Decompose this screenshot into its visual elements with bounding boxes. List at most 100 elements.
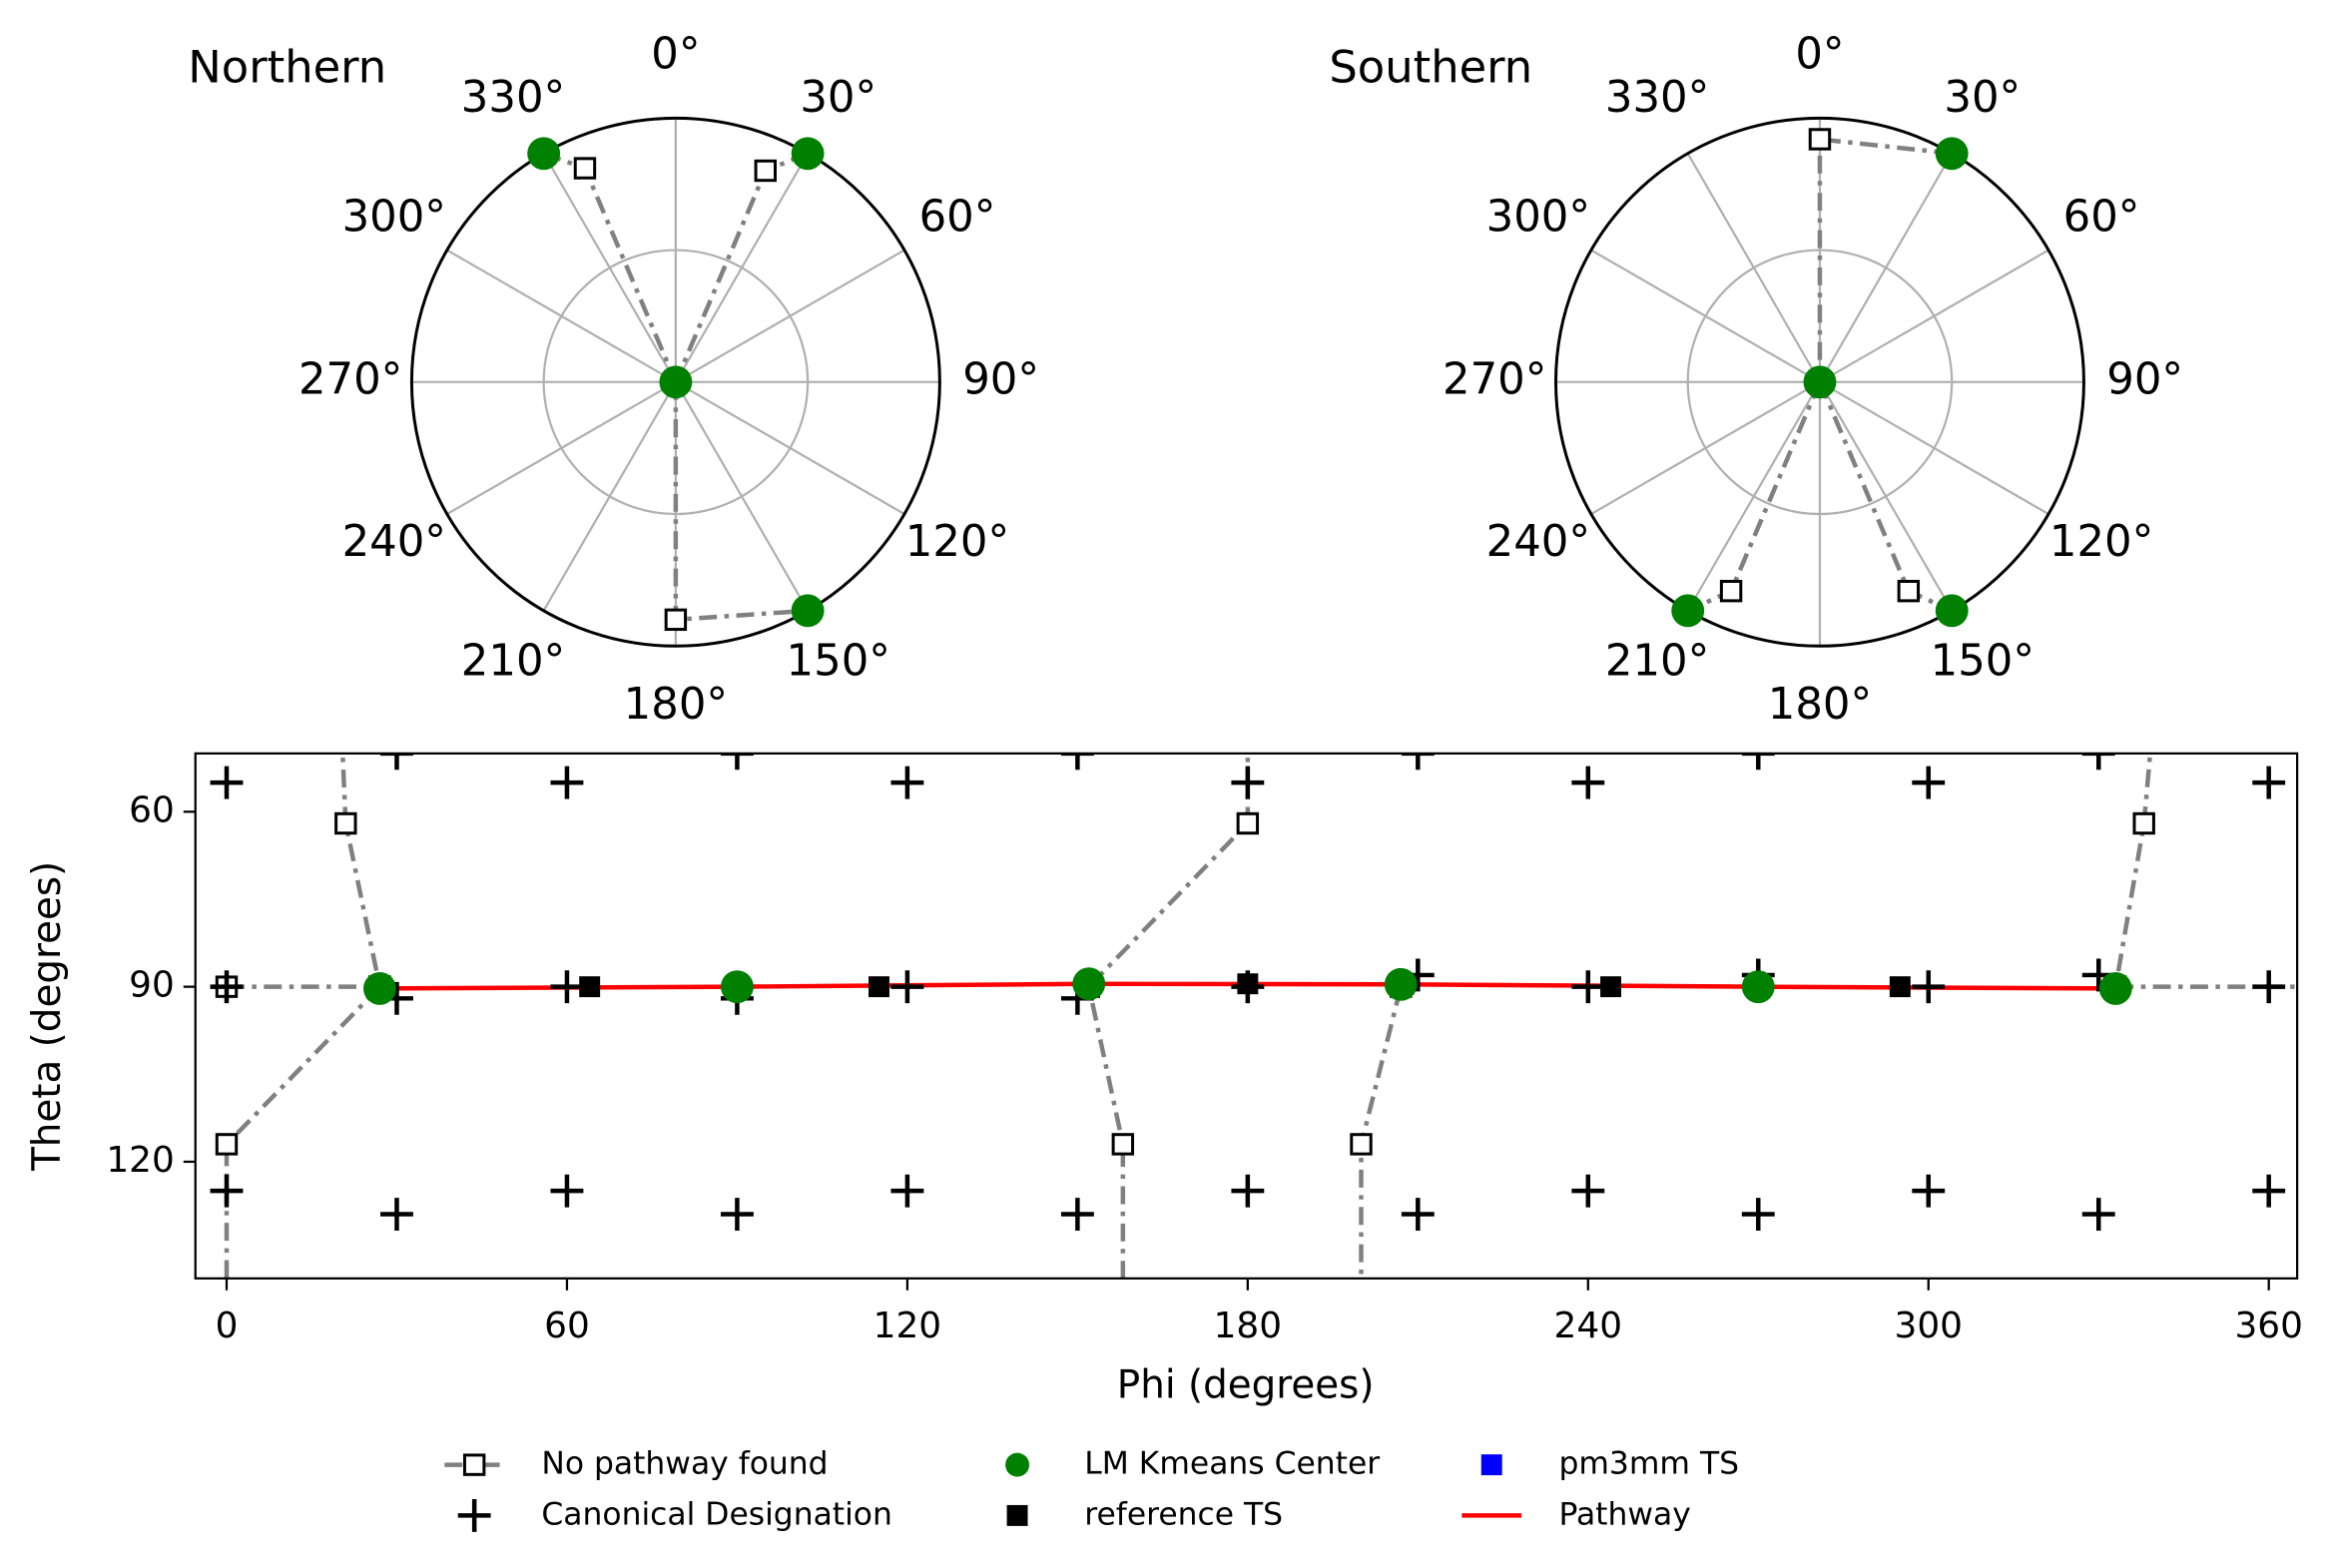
marker-square <box>1808 128 1832 151</box>
marker-square <box>2132 811 2155 835</box>
marker-plus <box>1912 970 1946 1004</box>
marker-circle <box>1671 594 1705 628</box>
legend-marker <box>1006 1504 1028 1526</box>
legend-label: No pathway found <box>541 1446 828 1482</box>
marker-square <box>2145 686 2164 705</box>
angular-tick-label: 30° <box>800 73 876 123</box>
marker-plus <box>2081 1198 2115 1231</box>
marker-circle <box>362 971 396 1005</box>
angular-tick-label: 240° <box>342 517 446 567</box>
angular-tick-label: 90° <box>962 354 1039 404</box>
legend-marker <box>1480 1454 1502 1476</box>
legend-label: pm3mm TS <box>1558 1446 1739 1482</box>
marker-square <box>330 686 349 705</box>
marker-plus <box>2252 1174 2286 1208</box>
marker-plus <box>1912 1174 1946 1208</box>
marker-plus <box>1912 766 1946 799</box>
marker-square <box>1889 976 1911 998</box>
marker-square <box>1719 579 1743 603</box>
northern-polar: Northern 0° 30° 60° 90° 120° 150° 180° 210° 240°… <box>188 30 1039 730</box>
marker-plus <box>210 766 244 799</box>
marker-plus <box>1741 1198 1775 1231</box>
angular-tick-label: 30° <box>1944 73 2021 123</box>
marker-plus <box>720 753 754 771</box>
marker-square <box>2316 977 2327 996</box>
legend: No pathway found Canonical Designation LM … <box>444 1446 1739 1532</box>
angular-tick-label: 270° <box>1443 354 1546 404</box>
marker-plus <box>890 1174 924 1208</box>
marker-plus <box>1401 753 1435 771</box>
x-tick-label: 300 <box>1895 1306 1963 1346</box>
marker-circle <box>2098 971 2132 1005</box>
angular-tick-label: 330° <box>1605 73 1709 123</box>
marker-square <box>1352 1327 1371 1346</box>
marker-circle <box>1072 967 1106 1001</box>
marker-plus <box>2252 970 2286 1004</box>
radial-grid-circle <box>1686 249 1954 516</box>
marker-circle <box>659 365 693 399</box>
polar-spine <box>1553 116 2085 648</box>
plot-frame <box>194 752 2299 1280</box>
angular-tick-label: 60° <box>919 192 996 242</box>
marker-plus <box>1741 753 1775 771</box>
marker-plus <box>550 766 584 799</box>
x-tick-label: 240 <box>1554 1306 1622 1346</box>
series-line <box>224 753 2298 1279</box>
marker-square <box>1897 579 1921 603</box>
angular-tick-label: 60° <box>2063 192 2140 242</box>
marker-circle <box>1935 137 1969 171</box>
phi-theta-plot: Phi (degrees) Theta (degrees) 0 60 120 180 2… <box>25 686 2327 1407</box>
angular-tick-label: 210° <box>461 636 565 686</box>
marker-square <box>1350 1133 1373 1156</box>
x-tick-label: 0 <box>216 1306 239 1346</box>
marker-plus <box>1231 766 1265 799</box>
marker-square <box>869 976 889 998</box>
marker-plus <box>1231 1174 1265 1208</box>
marker-circle <box>1741 970 1775 1004</box>
marker-plus <box>1060 1198 1094 1231</box>
marker-square <box>573 157 597 180</box>
marker-circle <box>1803 365 1837 399</box>
angular-tick-label: 0° <box>1795 30 1844 80</box>
marker-plus <box>550 970 584 1004</box>
marker-square <box>1113 1327 1132 1346</box>
marker-plus <box>210 970 244 1004</box>
angular-tick-label: 300° <box>342 192 446 242</box>
marker-plus <box>1571 970 1605 1004</box>
marker-plus <box>1060 753 1094 771</box>
marker-circle <box>1935 594 1969 628</box>
marker-circle <box>791 594 825 628</box>
marker-plus <box>1401 1198 1435 1231</box>
x-tick-label: 60 <box>544 1306 590 1346</box>
x-axis-label: Phi (degrees) <box>1117 1362 1375 1407</box>
angular-tick-label: 150° <box>787 636 890 686</box>
legend-marker <box>1005 1452 1030 1477</box>
marker-circle <box>527 137 561 171</box>
marker-square <box>1236 811 1260 835</box>
marker-circle <box>720 970 754 1004</box>
polar-spine <box>409 116 941 648</box>
marker-square <box>215 1133 239 1156</box>
x-tick-label: 180 <box>1214 1306 1282 1346</box>
marker-plus <box>2252 766 2286 799</box>
angular-tick-label: 210° <box>1605 636 1709 686</box>
marker-plus <box>890 970 924 1004</box>
marker-circle <box>1384 967 1418 1001</box>
angular-tick-label: 90° <box>2106 354 2183 404</box>
marker-square <box>1237 973 1259 995</box>
legend-marker <box>462 1453 486 1476</box>
y-tick-label: 60 <box>129 789 175 830</box>
angular-tick-label: 330° <box>461 73 565 123</box>
marker-plus <box>1571 766 1605 799</box>
legend-marker <box>457 1498 491 1532</box>
angular-tick-label: 120° <box>905 517 1009 567</box>
angular-tick-label: 180° <box>1768 680 1872 730</box>
marker-square <box>754 159 777 183</box>
y-axis-label: Theta (degrees) <box>25 861 70 1172</box>
angular-tick-label: 120° <box>2049 517 2153 567</box>
angular-tick-label: 300° <box>1486 192 1590 242</box>
y-tick-label: 90 <box>129 965 175 1006</box>
marker-plus <box>380 1198 413 1231</box>
legend-label: reference TS <box>1084 1496 1283 1532</box>
